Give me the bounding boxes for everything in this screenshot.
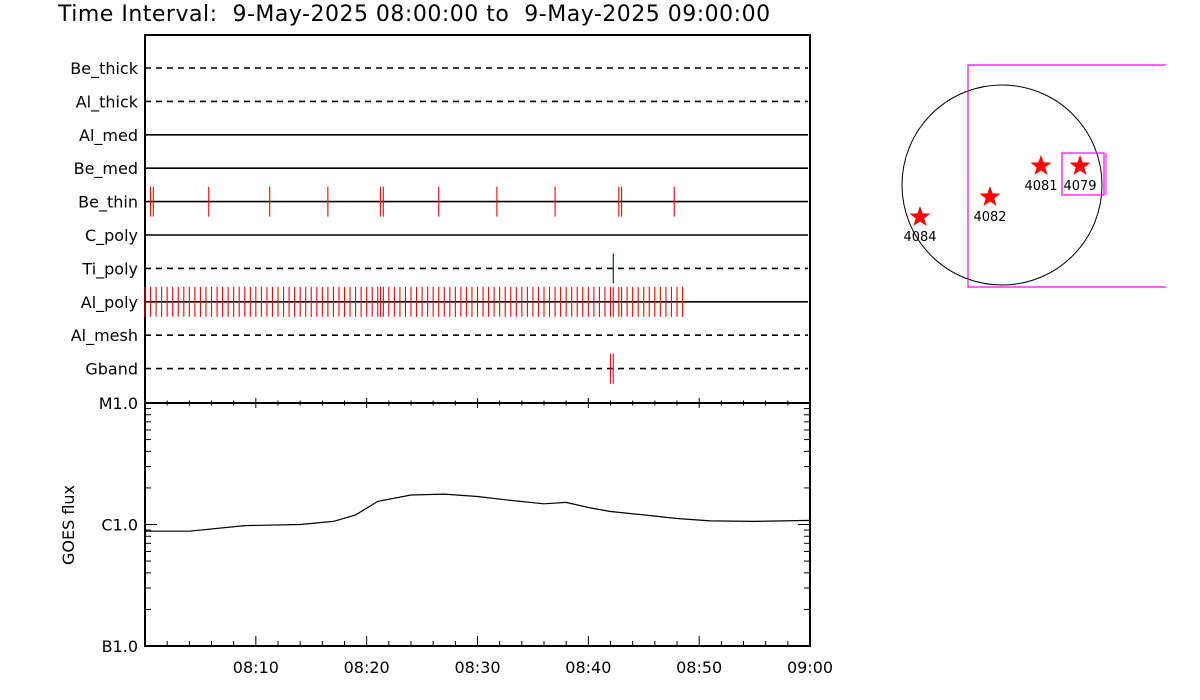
row-label-be-thin: Be_thin bbox=[78, 193, 138, 213]
y-tick-label-m1-0: M1.0 bbox=[99, 394, 138, 413]
x-tick-label-08-50: 08:50 bbox=[676, 658, 722, 677]
timeline-frame bbox=[144, 34, 811, 404]
row-label-be-med: Be_med bbox=[74, 159, 138, 179]
row-label-al-poly: Al_poly bbox=[81, 293, 138, 313]
event-timeline-panel: Be_thick Al_thick Al_med Be_med Be_thin C_pol… bbox=[70, 34, 811, 404]
sun-map-panel: 4084 4082 4081 4079 bbox=[901, 64, 1166, 288]
goes-frame bbox=[144, 402, 811, 647]
solar-disk bbox=[901, 84, 1103, 286]
x-tick-label-08-20: 08:20 bbox=[344, 658, 390, 677]
goes-flux-panel: B1.0 C1.0 M1.0 GOES flux 08:10 08:20 08:30 08:4… bbox=[59, 394, 833, 677]
y-axis-label: GOES flux bbox=[59, 485, 78, 565]
row-label-gband: Gband bbox=[85, 360, 138, 379]
x-tick-label-08-30: 08:30 bbox=[454, 658, 500, 677]
row-label-ti-poly: Ti_poly bbox=[81, 259, 138, 279]
row-label-be-thick: Be_thick bbox=[70, 59, 138, 79]
field-of-view-frame bbox=[967, 64, 1166, 288]
y-tick-label-c1-0: C1.0 bbox=[101, 516, 138, 535]
y-tick-label-b1-0: B1.0 bbox=[102, 637, 138, 656]
x-tick-label-09-00: 09:00 bbox=[787, 658, 833, 677]
row-label-c-poly: C_poly bbox=[85, 226, 138, 246]
active-region-star-4079 bbox=[1069, 155, 1091, 175]
x-tick-label-08-40: 08:40 bbox=[565, 658, 611, 677]
row-label-al-med: Al_med bbox=[79, 126, 138, 146]
row-label-al-mesh: Al_mesh bbox=[71, 326, 138, 346]
goes-flux-line bbox=[145, 493, 811, 532]
region-selection-box bbox=[1061, 152, 1105, 196]
x-tick-label-08-10: 08:10 bbox=[233, 658, 279, 677]
active-region-star-4084 bbox=[909, 206, 931, 226]
active-region-label-4079: 4079 bbox=[1063, 179, 1096, 194]
active-region-label-4081: 4081 bbox=[1024, 179, 1057, 194]
active-region-star-4082 bbox=[979, 186, 1001, 206]
chart-title: Time Interval: 9-May-2025 08:00:00 to 9-… bbox=[58, 2, 771, 27]
active-region-star-4081 bbox=[1030, 155, 1052, 175]
active-region-label-4084: 4084 bbox=[903, 230, 936, 245]
active-region-label-4082: 4082 bbox=[973, 210, 1006, 225]
row-label-al-thick: Al_thick bbox=[76, 92, 139, 112]
